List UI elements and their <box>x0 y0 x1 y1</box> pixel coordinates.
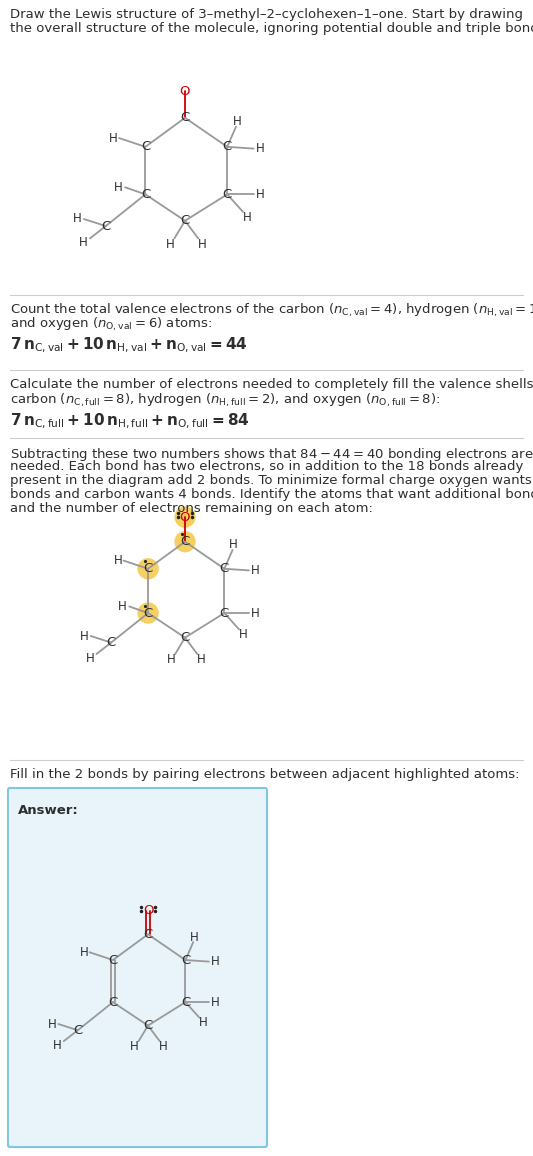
Text: H: H <box>251 564 260 577</box>
Text: H: H <box>167 653 175 666</box>
Text: C: C <box>101 220 110 232</box>
Text: C: C <box>141 188 150 201</box>
Text: Draw the Lewis structure of 3–methyl–2–cyclohexen–1–one. Start by drawing: Draw the Lewis structure of 3–methyl–2–c… <box>10 8 523 21</box>
FancyBboxPatch shape <box>8 788 267 1147</box>
Text: C: C <box>220 607 229 620</box>
Text: C: C <box>107 636 116 649</box>
Text: H: H <box>131 1040 139 1053</box>
Text: bonds and carbon wants 4 bonds. Identify the atoms that want additional bonds: bonds and carbon wants 4 bonds. Identify… <box>10 488 533 501</box>
Text: Calculate the number of electrons needed to completely fill the valence shells f: Calculate the number of electrons needed… <box>10 378 533 391</box>
Text: H: H <box>166 238 174 251</box>
Text: C: C <box>143 562 153 576</box>
Text: H: H <box>239 628 248 640</box>
Text: H: H <box>114 180 123 194</box>
Text: the overall structure of the molecule, ignoring potential double and triple bond: the overall structure of the molecule, i… <box>10 22 533 35</box>
Circle shape <box>138 602 159 624</box>
Text: H: H <box>232 114 241 128</box>
Text: H: H <box>199 1016 208 1029</box>
Text: Answer:: Answer: <box>18 805 79 817</box>
Text: H: H <box>85 652 94 665</box>
Text: H: H <box>190 931 198 944</box>
Text: C: C <box>143 1020 152 1032</box>
Text: H: H <box>108 132 117 144</box>
Text: H: H <box>80 630 88 643</box>
Text: H: H <box>72 213 81 225</box>
Text: H: H <box>211 955 220 968</box>
Text: C: C <box>141 140 150 154</box>
Text: $\mathbf{7\,n_\mathrm{C,full} + 10\,n_\mathrm{H,full} + n_\mathrm{O,full} = 84}$: $\mathbf{7\,n_\mathrm{C,full} + 10\,n_\m… <box>10 412 249 431</box>
Text: Fill in the 2 bonds by pairing electrons between adjacent highlighted atoms:: Fill in the 2 bonds by pairing electrons… <box>10 768 520 781</box>
Text: O: O <box>180 84 190 98</box>
Text: C: C <box>143 928 152 941</box>
Text: C: C <box>181 954 190 966</box>
Text: C: C <box>223 140 232 154</box>
Text: C: C <box>143 607 153 620</box>
Text: H: H <box>251 607 260 620</box>
Text: C: C <box>180 214 190 228</box>
Text: H: H <box>47 1017 56 1030</box>
Text: H: H <box>53 1038 62 1052</box>
Text: carbon ($n_\mathrm{C,full} = 8$), hydrogen ($n_\mathrm{H,full} = 2$), and oxygen: carbon ($n_\mathrm{C,full} = 8$), hydrog… <box>10 392 440 409</box>
Text: H: H <box>256 188 265 201</box>
Text: $\mathbf{7\,n_\mathrm{C,val} + 10\,n_\mathrm{H,val} + n_\mathrm{O,val} = 44}$: $\mathbf{7\,n_\mathrm{C,val} + 10\,n_\ma… <box>10 336 248 355</box>
Text: C: C <box>223 188 232 201</box>
Text: C: C <box>180 631 190 644</box>
Text: and oxygen ($n_\mathrm{O,val} = 6$) atoms:: and oxygen ($n_\mathrm{O,val} = 6$) atom… <box>10 316 212 333</box>
Text: Subtracting these two numbers shows that $84 - 44 = 40$ bonding electrons are: Subtracting these two numbers shows that… <box>10 446 533 464</box>
Text: present in the diagram add 2 bonds. To minimize formal charge oxygen wants 2: present in the diagram add 2 bonds. To m… <box>10 474 533 487</box>
Text: needed. Each bond has two electrons, so in addition to the 18 bonds already: needed. Each bond has two electrons, so … <box>10 460 523 473</box>
Text: C: C <box>108 954 117 966</box>
Text: O: O <box>180 511 190 524</box>
Text: H: H <box>78 236 87 250</box>
Text: H: H <box>159 1040 168 1053</box>
Text: Count the total valence electrons of the carbon ($n_\mathrm{C,val} = 4$), hydrog: Count the total valence electrons of the… <box>10 302 533 319</box>
Text: C: C <box>181 995 190 1009</box>
Text: H: H <box>79 946 88 958</box>
Text: H: H <box>229 539 238 551</box>
Text: H: H <box>114 554 122 568</box>
Circle shape <box>174 531 196 553</box>
Text: H: H <box>197 653 206 666</box>
Text: H: H <box>256 142 265 155</box>
Text: O: O <box>143 904 154 918</box>
Text: C: C <box>180 535 190 548</box>
Text: and the number of electrons remaining on each atom:: and the number of electrons remaining on… <box>10 502 373 516</box>
Text: H: H <box>243 210 252 224</box>
Circle shape <box>138 558 159 579</box>
Text: C: C <box>73 1024 83 1037</box>
Text: C: C <box>108 995 117 1009</box>
Text: C: C <box>180 111 190 125</box>
Circle shape <box>174 506 196 528</box>
Text: H: H <box>198 238 207 251</box>
Text: H: H <box>118 600 127 613</box>
Text: C: C <box>220 562 229 576</box>
Text: H: H <box>211 995 220 1009</box>
